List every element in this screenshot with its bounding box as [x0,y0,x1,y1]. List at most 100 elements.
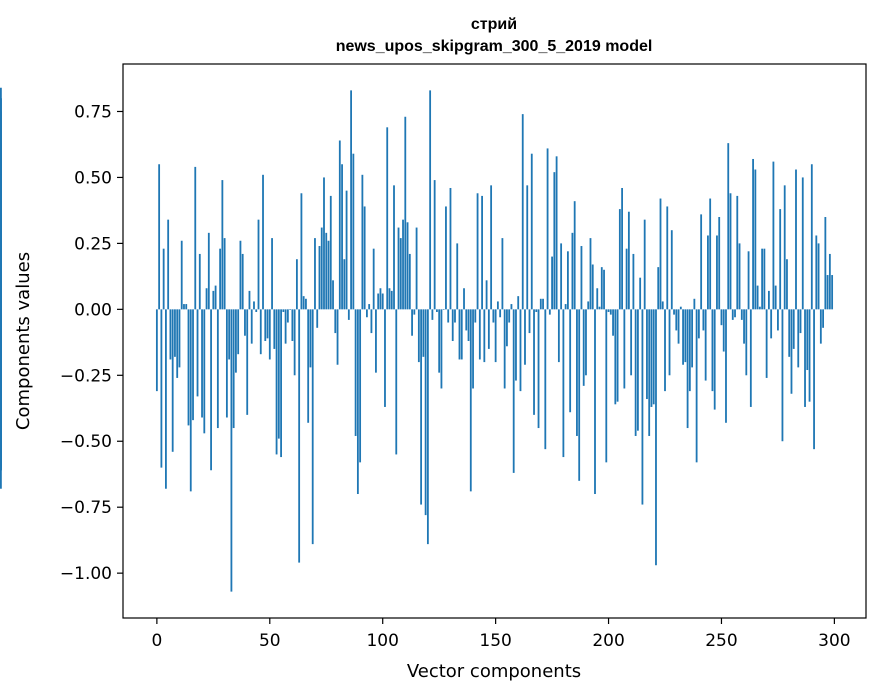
bar-299 [831,275,834,310]
bar-97 [375,309,377,373]
bar-8 [174,309,176,357]
y-tick-label: −0.50 [60,432,112,452]
bar-37 [239,240,242,310]
bar-104 [390,290,393,310]
bar-89 [356,309,359,495]
bar-71 [316,309,319,328]
bar-117 [420,309,423,505]
bar-129 [447,309,450,323]
bar-91 [361,174,364,310]
bar-196 [598,306,601,310]
bar-63 [298,309,301,563]
bar-177 [555,156,558,310]
bar-234 [684,309,687,363]
bar-3 [162,248,165,310]
bar-88 [354,309,357,436]
bar-183 [569,309,572,413]
bar-246 [711,309,714,392]
bar-108 [399,238,402,310]
bar-22 [205,288,208,310]
bar-120 [426,309,429,545]
bar-145 [483,309,486,363]
bar-52 [273,309,276,349]
bar-223 [659,198,662,310]
bar-188 [580,246,583,310]
bar-93 [366,309,368,318]
bar-85 [347,309,350,320]
bar-0 [155,309,158,392]
bar-114 [413,309,416,315]
bar-272 [770,309,773,339]
bar-148 [490,185,493,310]
bar-105 [393,185,395,310]
bar-38 [241,253,244,310]
bar-291 [813,309,815,450]
bar-140 [472,309,474,389]
bar-267 [758,306,761,310]
bar-113 [411,309,413,336]
bar-256 [734,309,736,318]
bar-164 [526,185,529,310]
bar-174 [548,309,551,315]
bar-119 [424,309,427,516]
bar-245 [709,198,712,310]
bar-54 [277,309,280,439]
bar-283 [795,169,797,310]
bar-116 [417,309,420,363]
bar-98 [377,293,380,310]
bar-262 [747,251,750,310]
bar-294 [819,309,822,344]
bar-170 [539,298,542,310]
bar-218 [648,309,651,436]
bar-171 [542,298,544,310]
bar-34 [232,309,235,429]
bar-194 [594,309,596,495]
bar-173 [546,148,549,310]
bar-55 [280,309,282,458]
bar-233 [682,309,684,365]
bar-286 [801,177,804,310]
bar-163 [524,309,526,365]
bar-213 [637,309,639,431]
bar-107 [397,227,400,310]
bar-139 [469,309,472,492]
bar-206 [621,187,623,310]
bar-253 [727,143,730,310]
bar-184 [571,232,574,310]
bar-180 [562,309,565,458]
bar-17 [194,166,197,310]
bar-81 [338,140,341,310]
bar-32 [228,309,231,360]
bar-60 [291,309,294,341]
y-tick-label: −0.75 [60,498,112,518]
bar-62 [295,259,298,310]
bar-96 [372,248,375,310]
bar-61 [293,309,296,376]
bar-252 [725,309,727,423]
bar-179 [560,243,563,310]
bar-215 [641,309,644,505]
bar-49 [266,309,269,339]
x-tick-label: 0 [151,631,162,651]
bar-86 [350,90,352,310]
bar-16 [192,309,194,421]
bar-278 [783,185,786,310]
bar-73 [320,227,323,310]
y-tick-label: 0.00 [74,300,112,320]
bar-265 [754,169,757,310]
bar-219 [650,309,653,407]
bar-157 [510,304,513,310]
bar-199 [605,309,608,463]
bar-134 [458,309,461,360]
bars-group [0,87,834,592]
bar-137 [465,309,468,331]
bar-128 [445,206,447,310]
bar-162 [521,114,524,310]
bar-11 [180,240,183,310]
bar-154 [503,309,506,389]
bar-87 [352,153,355,310]
bar-271 [767,290,770,310]
plot-frame [122,63,867,619]
bar-201 [609,309,612,315]
